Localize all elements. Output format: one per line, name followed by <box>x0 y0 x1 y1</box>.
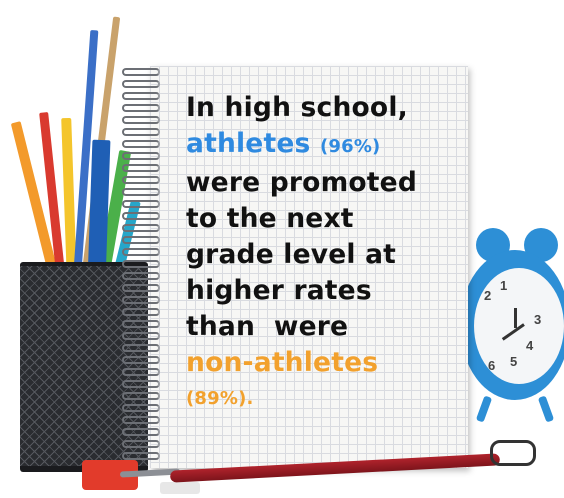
coil <box>122 116 160 124</box>
coil <box>122 92 160 100</box>
coil <box>122 68 160 76</box>
coil <box>122 344 160 352</box>
coil <box>122 320 160 328</box>
message-line: than were <box>186 311 349 342</box>
notebook-spiral-binding <box>122 62 162 472</box>
clock-face: 2 1 3 4 5 6 <box>474 268 564 384</box>
clock-number: 5 <box>510 354 518 369</box>
clock-number: 4 <box>526 338 534 353</box>
stat-message: In high school, athletes (96%) were prom… <box>186 90 448 417</box>
message-line: grade level at <box>186 239 397 270</box>
non-athletes-label: non-athletes <box>186 347 379 378</box>
coil <box>122 452 160 460</box>
coil <box>122 368 160 376</box>
binder-clip-icon <box>490 440 536 466</box>
coil <box>122 80 160 88</box>
coil <box>122 332 160 340</box>
clock-number: 3 <box>534 312 542 327</box>
clock-leg <box>537 395 555 423</box>
coil <box>122 392 160 400</box>
clock-number: 1 <box>500 278 508 293</box>
clock-number: 6 <box>488 358 496 373</box>
coil <box>122 416 160 424</box>
coil <box>122 140 160 148</box>
athletes-label: athletes <box>186 128 311 159</box>
message-line-athletes: athletes (96%) <box>186 126 448 165</box>
coil <box>122 296 160 304</box>
coil <box>122 356 160 364</box>
coil <box>122 200 160 208</box>
clock-leg <box>475 395 493 423</box>
coil <box>122 308 160 316</box>
coil <box>122 428 160 436</box>
coil <box>122 224 160 232</box>
coil <box>122 128 160 136</box>
message-line: In high school, <box>186 92 408 123</box>
non-athletes-percent: (89%). <box>186 388 254 409</box>
coil <box>122 152 160 160</box>
eraser-icon <box>160 482 200 494</box>
spiral-notebook-icon <box>150 66 468 468</box>
message-line: were promoted <box>186 167 417 198</box>
coil <box>122 260 160 268</box>
coil <box>122 440 160 448</box>
coil <box>122 272 160 280</box>
coil <box>122 380 160 388</box>
alarm-clock-icon: 2 1 3 4 5 6 <box>452 220 564 450</box>
coil <box>122 236 160 244</box>
clock-number: 2 <box>484 288 492 303</box>
message-line: higher rates <box>186 275 372 306</box>
coil <box>122 212 160 220</box>
message-line: to the next <box>186 203 354 234</box>
coil <box>122 104 160 112</box>
coil <box>122 404 160 412</box>
clock-hand <box>514 308 517 328</box>
coil <box>122 176 160 184</box>
coil <box>122 284 160 292</box>
coil <box>122 164 160 172</box>
coil <box>122 188 160 196</box>
coil <box>122 248 160 256</box>
athletes-percent: (96%) <box>319 136 381 157</box>
